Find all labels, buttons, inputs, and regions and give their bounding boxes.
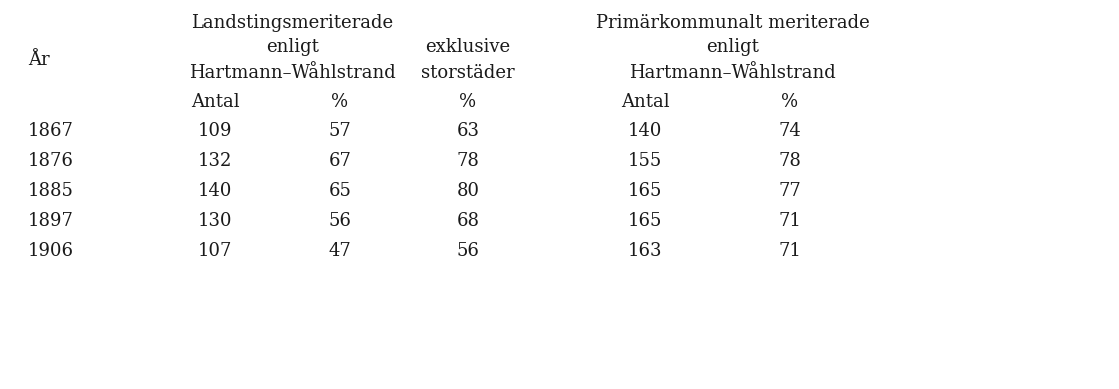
Text: 63: 63 xyxy=(457,122,480,140)
Text: 165: 165 xyxy=(628,182,662,200)
Text: 77: 77 xyxy=(779,182,801,200)
Text: Hartmann–Wåhlstrand: Hartmann–Wåhlstrand xyxy=(189,64,396,82)
Text: År: År xyxy=(28,51,49,69)
Text: enligt: enligt xyxy=(266,38,319,56)
Text: 80: 80 xyxy=(457,182,480,200)
Text: 68: 68 xyxy=(457,212,480,230)
Text: 1885: 1885 xyxy=(28,182,74,200)
Text: 78: 78 xyxy=(457,152,479,170)
Text: 57: 57 xyxy=(329,122,351,140)
Text: 130: 130 xyxy=(198,212,233,230)
Text: %: % xyxy=(460,93,477,111)
Text: Antal: Antal xyxy=(190,93,239,111)
Text: 56: 56 xyxy=(457,242,479,260)
Text: 1867: 1867 xyxy=(28,122,74,140)
Text: 140: 140 xyxy=(628,122,662,140)
Text: 1906: 1906 xyxy=(28,242,74,260)
Text: Antal: Antal xyxy=(621,93,669,111)
Text: 47: 47 xyxy=(329,242,351,260)
Text: 140: 140 xyxy=(198,182,232,200)
Text: 1876: 1876 xyxy=(28,152,74,170)
Text: 165: 165 xyxy=(628,212,662,230)
Text: 109: 109 xyxy=(198,122,233,140)
Text: 71: 71 xyxy=(779,212,801,230)
Text: Hartmann–Wåhlstrand: Hartmann–Wåhlstrand xyxy=(629,64,836,82)
Text: 155: 155 xyxy=(628,152,662,170)
Text: 107: 107 xyxy=(198,242,232,260)
Text: Primärkommunalt meriterade: Primärkommunalt meriterade xyxy=(595,14,869,32)
Text: 56: 56 xyxy=(329,212,351,230)
Text: 1897: 1897 xyxy=(28,212,74,230)
Text: %: % xyxy=(781,93,799,111)
Text: %: % xyxy=(331,93,348,111)
Text: 132: 132 xyxy=(198,152,232,170)
Text: storstäder: storstäder xyxy=(421,64,515,82)
Text: 163: 163 xyxy=(628,242,662,260)
Text: 78: 78 xyxy=(779,152,801,170)
Text: 65: 65 xyxy=(329,182,351,200)
Text: 74: 74 xyxy=(779,122,801,140)
Text: 71: 71 xyxy=(779,242,801,260)
Text: Landstingsmeriterade: Landstingsmeriterade xyxy=(191,14,394,32)
Text: 67: 67 xyxy=(329,152,351,170)
Text: enligt: enligt xyxy=(706,38,759,56)
Text: exklusive: exklusive xyxy=(425,38,510,56)
